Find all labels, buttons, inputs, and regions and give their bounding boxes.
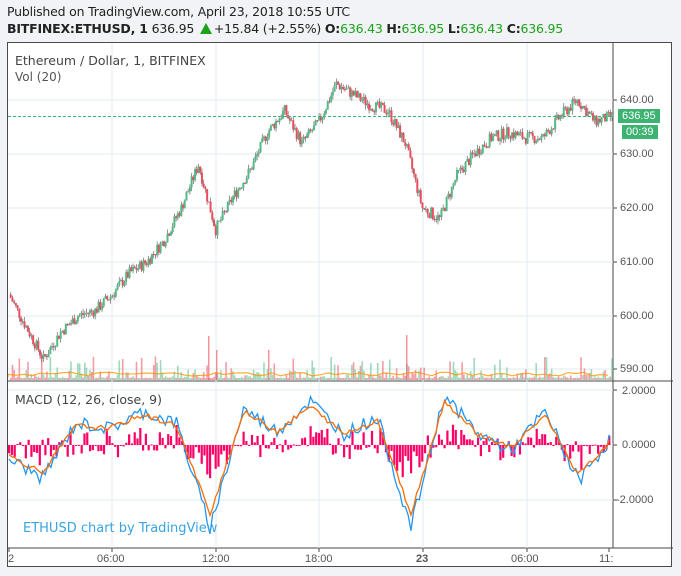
time-tick: 23 — [416, 553, 429, 565]
high-label: H: — [386, 21, 402, 36]
time-tick: 2 — [8, 553, 15, 565]
time-tick: 06:00 — [511, 553, 539, 565]
macd-pane-title: MACD (12, 26, close, 9) — [15, 392, 162, 407]
chart-frame[interactable]: Ethereum / Dollar, 1, BITFINEX Vol (20) … — [7, 42, 673, 568]
symbol-name: BITFINEX:ETHUSD, 1 — [7, 21, 148, 36]
time-tick: 06:00 — [97, 553, 125, 565]
close-label: C: — [506, 21, 521, 36]
price-tick: 600.00 — [620, 310, 654, 322]
chart-canvas[interactable] — [8, 43, 673, 568]
price-tick: 630.00 — [620, 148, 654, 160]
volume-label: Vol (20) — [15, 70, 62, 84]
price-tick: 620.00 — [620, 202, 654, 214]
macd-tick: 0.0000 — [622, 439, 656, 451]
open-value: 636.43 — [340, 21, 383, 36]
macd-tick: 2.0000 — [622, 385, 656, 397]
time-tick: 11: — [599, 553, 614, 565]
bar-countdown-tag: 00:39 — [622, 125, 658, 139]
high-value: 636.95 — [401, 21, 445, 36]
price-change: +15.84 (+2.55%) — [213, 21, 322, 36]
tradingview-branding[interactable]: ETHUSD chart by TradingView — [23, 521, 218, 536]
price-tick: 610.00 — [620, 256, 654, 268]
low-value: 636.43 — [460, 21, 503, 36]
macd-tick: -2.0000 — [616, 494, 654, 506]
open-label: O: — [324, 21, 341, 36]
up-triangle-icon — [199, 23, 212, 34]
last-price: 636.95 — [151, 21, 195, 36]
price-pane-title: Ethereum / Dollar, 1, BITFINEX — [15, 53, 206, 68]
symbol-legend: BITFINEX:ETHUSD, 1 636.95 +15.84 (+2.55%… — [7, 21, 563, 36]
time-tick: 18:00 — [305, 553, 333, 565]
close-value: 636.95 — [520, 21, 564, 36]
last-price-tag: 636.95 — [618, 109, 660, 123]
published-line: Published on TradingView.com, April 23, … — [7, 4, 350, 19]
low-label: L: — [447, 21, 461, 36]
time-tick: 12:00 — [202, 553, 230, 565]
price-tick: 640.00 — [620, 94, 654, 106]
price-tick: 590.00 — [620, 363, 654, 375]
